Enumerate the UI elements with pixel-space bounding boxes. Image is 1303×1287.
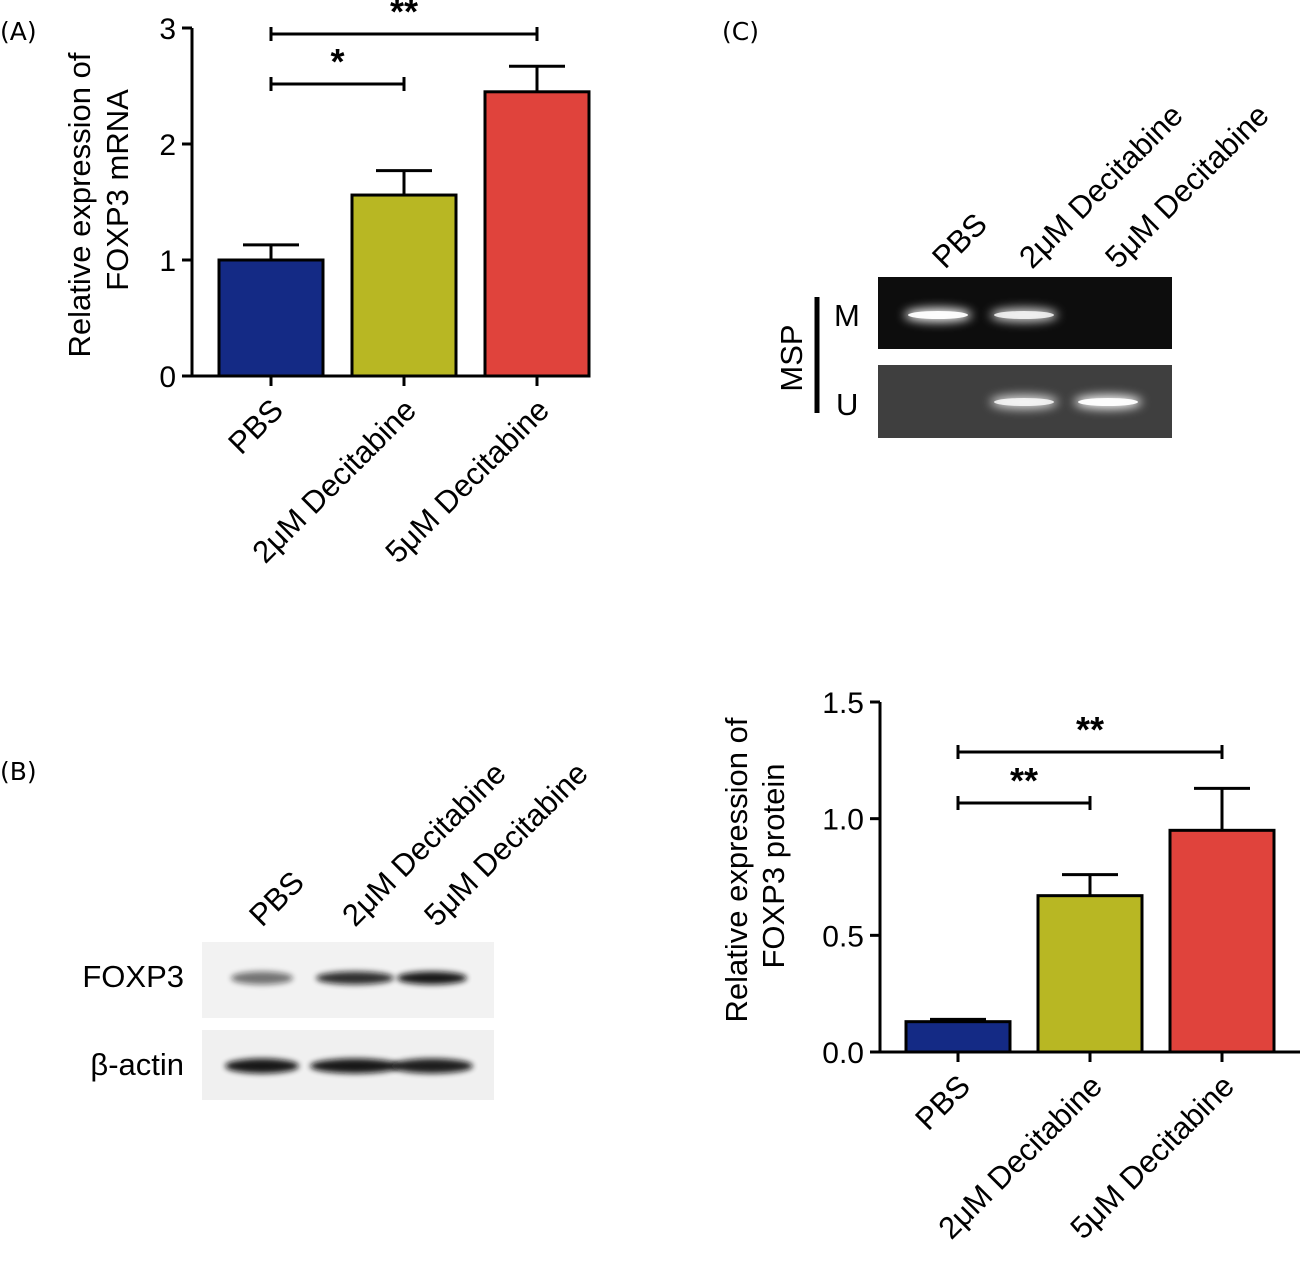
gel-lane-label-pbs: PBS xyxy=(925,206,994,275)
significance-label: ** xyxy=(1076,709,1104,750)
blot-row-label-beta-actin: β-actin xyxy=(90,1047,184,1082)
bar-pbs xyxy=(217,258,325,378)
blot-row-label-foxp3: FOXP3 xyxy=(82,959,184,994)
bar-2um-decitabine xyxy=(350,193,458,378)
bar-pbs xyxy=(904,1020,1012,1054)
x-tick-label-pbs: PBS xyxy=(221,392,290,461)
y-tick-label: 1.5 xyxy=(822,687,864,720)
blot-band xyxy=(225,1058,299,1074)
msp-gel: PBS 2μM Decitabine 5μM Decitabine MSP M … xyxy=(774,97,1276,438)
blot-lane-label-pbs: PBS xyxy=(242,864,311,933)
gel-band xyxy=(1078,398,1138,406)
bar-2um-decitabine xyxy=(1036,894,1144,1054)
y-tick-label: 3 xyxy=(159,13,176,46)
gel-band xyxy=(994,311,1054,319)
gel-row-label-u: U xyxy=(836,387,858,422)
y-tick-label: 0.5 xyxy=(822,920,864,953)
x-tick-label-pbs: PBS xyxy=(908,1068,977,1137)
panel-label-b: (B) xyxy=(0,757,37,786)
blot-band xyxy=(391,1058,473,1074)
bar-5um-decitabine xyxy=(483,90,591,378)
significance-label: * xyxy=(330,41,344,82)
y-axis-label-line-2: FOXP3 protein xyxy=(756,763,791,968)
blot-band xyxy=(231,971,293,985)
western-blot: PBS 2μM Decitabine 5μM Decitabine FOXP3 … xyxy=(82,755,595,1100)
bar-5um-decitabine xyxy=(1168,828,1276,1054)
y-tick-label: 1.0 xyxy=(822,804,864,837)
y-axis-label-line-1: Relative expression of xyxy=(62,52,97,357)
gel-band xyxy=(994,398,1054,406)
y-axis-label-line-2: FOXP3 mRNA xyxy=(100,89,135,291)
protein-bar-chart: Relative expression of FOXP3 protein 0.0… xyxy=(719,687,1300,1246)
y-tick-label: 2 xyxy=(159,129,176,162)
blot-band xyxy=(397,971,467,985)
y-axis-label-line-1: Relative expression of xyxy=(719,717,754,1022)
significance-label: ** xyxy=(1010,760,1038,801)
gel-band xyxy=(908,311,968,319)
blot-band xyxy=(310,1058,400,1074)
panel-label-c: (C) xyxy=(722,17,759,46)
panel-label-a: (A) xyxy=(0,17,37,46)
y-tick-label: 0.0 xyxy=(822,1037,864,1070)
mrna-bar-chart: Relative expression of FOXP3 mRNA 0 1 2 3 PB… xyxy=(62,0,591,570)
gel-row-label-m: M xyxy=(834,298,860,333)
msp-group-label: MSP xyxy=(774,324,809,391)
significance-label: ** xyxy=(390,0,418,32)
y-tick-label: 1 xyxy=(159,245,176,278)
blot-band xyxy=(316,971,394,985)
y-tick-label: 0 xyxy=(159,361,176,394)
